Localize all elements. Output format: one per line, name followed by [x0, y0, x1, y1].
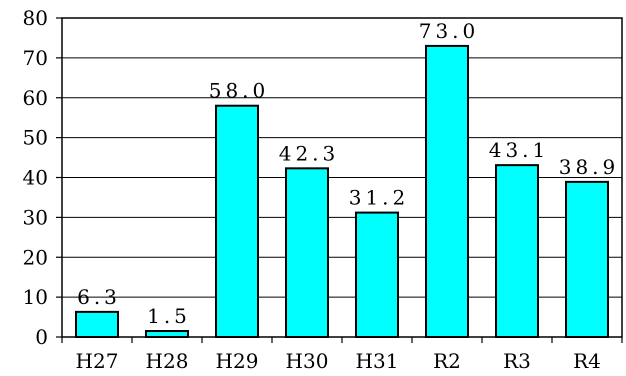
y-tick-label: 10 [23, 285, 48, 309]
y-tick-label: 50 [23, 126, 48, 150]
bar-h29 [215, 104, 259, 338]
data-label-h30: 42.3 [279, 141, 340, 165]
data-labels: 6.3 1.5 58.0 42.3 31.2 73.0 43.1 38.9 [77, 19, 620, 328]
bar-r2 [425, 44, 469, 338]
bar-r3 [495, 164, 539, 338]
data-label-h27: 6.3 [77, 285, 121, 309]
bar-r4 [565, 180, 609, 338]
y-axis-ticks: 0 10 20 30 40 50 60 70 80 [23, 6, 62, 349]
data-label-r4: 38.9 [559, 155, 620, 179]
x-tick-label-h31: H31 [356, 349, 399, 373]
y-tick-label: 80 [23, 6, 48, 30]
y-tick-label: 20 [23, 245, 48, 269]
x-axis-ticks: H27 H28 H29 H30 H31 R2 R3 R4 [61, 337, 623, 373]
bar-h27 [75, 310, 119, 339]
data-label-r3: 43.1 [489, 138, 550, 162]
x-tick-label-h30: H30 [286, 349, 329, 373]
bars [75, 44, 609, 339]
y-tick-label: 70 [23, 46, 48, 70]
y-tick-label: 0 [35, 325, 48, 349]
x-tick-label-r2: R2 [433, 349, 461, 373]
x-tick-label-r3: R3 [503, 349, 531, 373]
plot-area-frame [61, 17, 623, 338]
gridlines [62, 57, 622, 298]
x-tick-label-r4: R4 [573, 349, 601, 373]
x-tick-label-h29: H29 [216, 349, 259, 373]
y-tick-label: 60 [23, 86, 48, 110]
y-tick-label: 30 [23, 205, 48, 229]
data-label-h29: 58.0 [209, 79, 270, 103]
data-label-h31: 31.2 [349, 186, 410, 210]
x-tick-label-h27: H27 [76, 349, 119, 373]
bar-h30 [285, 167, 329, 338]
bar-h28 [145, 330, 189, 338]
y-tick-label: 40 [23, 166, 48, 190]
x-tick-label-h28: H28 [146, 349, 189, 373]
data-label-h28: 1.5 [147, 304, 191, 328]
data-label-r2: 73.0 [419, 19, 480, 43]
bar-h31 [355, 211, 399, 338]
